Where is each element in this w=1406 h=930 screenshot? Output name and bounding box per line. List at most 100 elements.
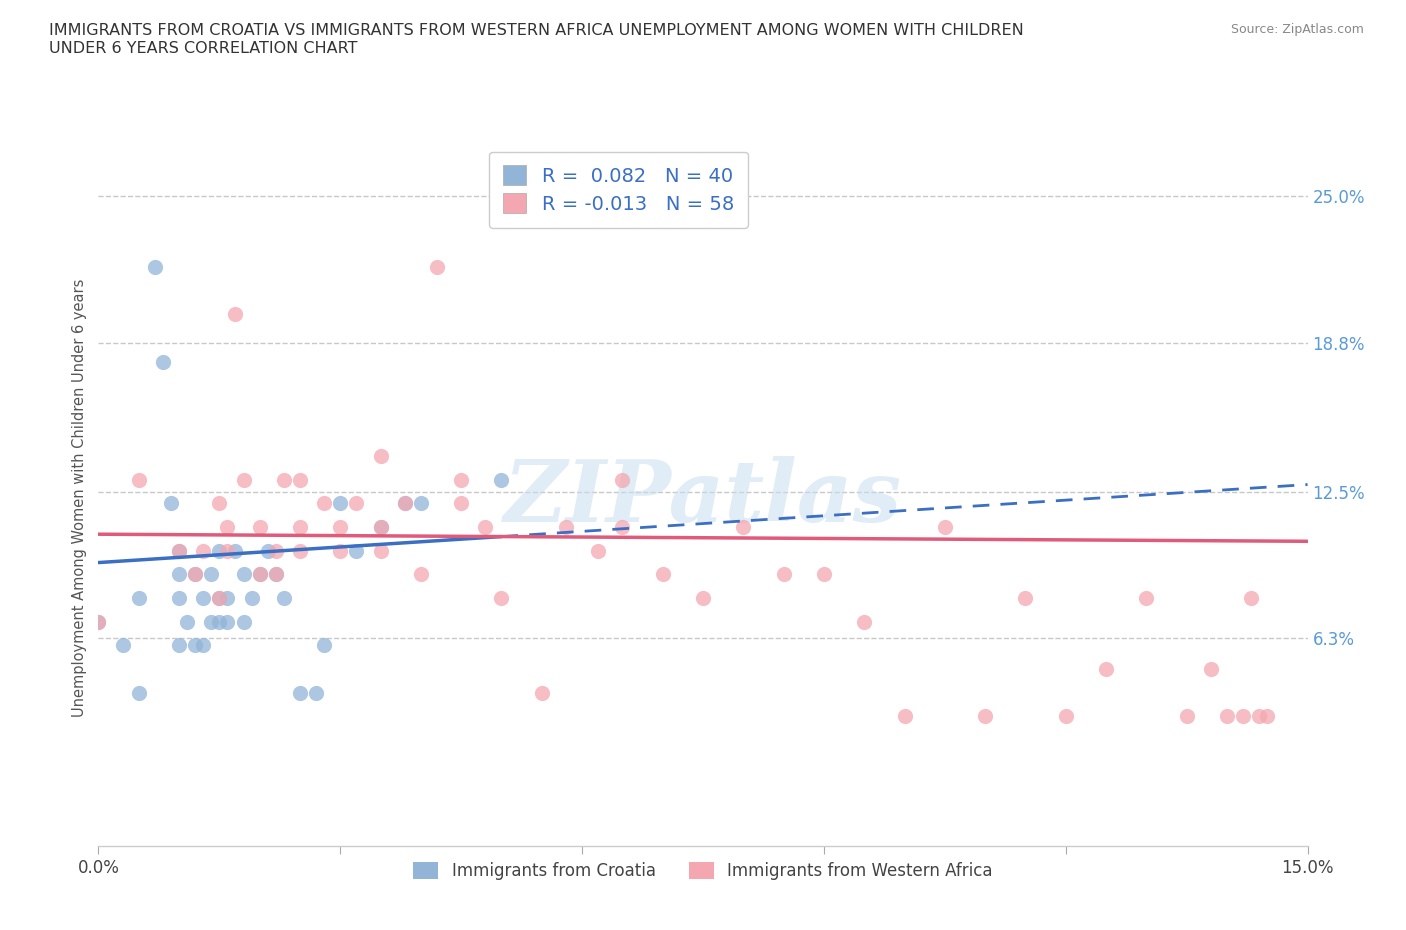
- Immigrants from Croatia: [305, 685, 328, 700]
- Immigrants from Croatia: [264, 567, 287, 582]
- Immigrants from Western Africa: [450, 496, 472, 511]
- Immigrants from Western Africa: [264, 567, 287, 582]
- Immigrants from Croatia: [273, 591, 295, 605]
- Immigrants from Croatia: [143, 259, 166, 274]
- Immigrants from Western Africa: [208, 496, 231, 511]
- Y-axis label: Unemployment Among Women with Children Under 6 years: Unemployment Among Women with Children U…: [72, 278, 87, 717]
- Immigrants from Croatia: [208, 614, 231, 629]
- Immigrants from Western Africa: [1199, 661, 1222, 676]
- Immigrants from Western Africa: [474, 520, 496, 535]
- Immigrants from Croatia: [232, 567, 254, 582]
- Immigrants from Western Africa: [1135, 591, 1157, 605]
- Immigrants from Western Africa: [344, 496, 367, 511]
- Immigrants from Western Africa: [288, 543, 311, 558]
- Immigrants from Western Africa: [530, 685, 553, 700]
- Immigrants from Western Africa: [612, 472, 634, 487]
- Immigrants from Croatia: [193, 638, 215, 653]
- Immigrants from Croatia: [176, 614, 198, 629]
- Immigrants from Western Africa: [264, 543, 287, 558]
- Immigrants from Croatia: [224, 543, 246, 558]
- Immigrants from Croatia: [152, 354, 174, 369]
- Immigrants from Western Africa: [217, 520, 239, 535]
- Text: ZIPatlas: ZIPatlas: [503, 456, 903, 539]
- Immigrants from Croatia: [184, 567, 207, 582]
- Immigrants from Western Africa: [273, 472, 295, 487]
- Immigrants from Western Africa: [87, 614, 110, 629]
- Immigrants from Western Africa: [555, 520, 578, 535]
- Immigrants from Croatia: [167, 638, 190, 653]
- Immigrants from Croatia: [167, 591, 190, 605]
- Immigrants from Croatia: [167, 567, 190, 582]
- Immigrants from Western Africa: [692, 591, 714, 605]
- Immigrants from Western Africa: [651, 567, 673, 582]
- Immigrants from Croatia: [491, 472, 513, 487]
- Immigrants from Croatia: [200, 614, 222, 629]
- Immigrants from Western Africa: [370, 543, 392, 558]
- Immigrants from Croatia: [240, 591, 263, 605]
- Immigrants from Western Africa: [184, 567, 207, 582]
- Immigrants from Croatia: [217, 591, 239, 605]
- Immigrants from Western Africa: [249, 567, 271, 582]
- Immigrants from Croatia: [344, 543, 367, 558]
- Immigrants from Western Africa: [1014, 591, 1036, 605]
- Immigrants from Western Africa: [217, 543, 239, 558]
- Immigrants from Western Africa: [1249, 709, 1271, 724]
- Immigrants from Croatia: [167, 543, 190, 558]
- Immigrants from Croatia: [370, 520, 392, 535]
- Immigrants from Croatia: [409, 496, 432, 511]
- Immigrants from Western Africa: [934, 520, 956, 535]
- Immigrants from Western Africa: [249, 520, 271, 535]
- Immigrants from Western Africa: [329, 543, 352, 558]
- Immigrants from Western Africa: [409, 567, 432, 582]
- Text: IMMIGRANTS FROM CROATIA VS IMMIGRANTS FROM WESTERN AFRICA UNEMPLOYMENT AMONG WOM: IMMIGRANTS FROM CROATIA VS IMMIGRANTS FR…: [49, 23, 1024, 56]
- Immigrants from Western Africa: [612, 520, 634, 535]
- Immigrants from Croatia: [128, 591, 150, 605]
- Immigrants from Western Africa: [193, 543, 215, 558]
- Immigrants from Croatia: [288, 685, 311, 700]
- Immigrants from Western Africa: [1232, 709, 1254, 724]
- Immigrants from Croatia: [193, 591, 215, 605]
- Immigrants from Western Africa: [733, 520, 755, 535]
- Immigrants from Croatia: [184, 638, 207, 653]
- Immigrants from Croatia: [160, 496, 183, 511]
- Immigrants from Western Africa: [1175, 709, 1198, 724]
- Immigrants from Western Africa: [491, 591, 513, 605]
- Immigrants from Croatia: [394, 496, 416, 511]
- Immigrants from Western Africa: [128, 472, 150, 487]
- Immigrants from Western Africa: [232, 472, 254, 487]
- Immigrants from Western Africa: [370, 520, 392, 535]
- Immigrants from Western Africa: [450, 472, 472, 487]
- Immigrants from Croatia: [128, 685, 150, 700]
- Immigrants from Western Africa: [1095, 661, 1118, 676]
- Immigrants from Croatia: [208, 543, 231, 558]
- Immigrants from Western Africa: [314, 496, 336, 511]
- Immigrants from Croatia: [111, 638, 134, 653]
- Immigrants from Western Africa: [893, 709, 915, 724]
- Immigrants from Croatia: [87, 614, 110, 629]
- Immigrants from Western Africa: [1240, 591, 1263, 605]
- Immigrants from Croatia: [256, 543, 278, 558]
- Immigrants from Croatia: [329, 496, 352, 511]
- Immigrants from Croatia: [208, 591, 231, 605]
- Immigrants from Croatia: [200, 567, 222, 582]
- Immigrants from Western Africa: [813, 567, 835, 582]
- Immigrants from Western Africa: [1216, 709, 1239, 724]
- Immigrants from Western Africa: [426, 259, 449, 274]
- Immigrants from Western Africa: [288, 472, 311, 487]
- Immigrants from Western Africa: [586, 543, 609, 558]
- Immigrants from Croatia: [249, 567, 271, 582]
- Immigrants from Croatia: [217, 614, 239, 629]
- Immigrants from Western Africa: [224, 307, 246, 322]
- Immigrants from Western Africa: [1054, 709, 1077, 724]
- Immigrants from Western Africa: [772, 567, 794, 582]
- Immigrants from Western Africa: [208, 591, 231, 605]
- Immigrants from Western Africa: [853, 614, 876, 629]
- Immigrants from Western Africa: [1256, 709, 1278, 724]
- Immigrants from Western Africa: [974, 709, 997, 724]
- Legend: Immigrants from Croatia, Immigrants from Western Africa: Immigrants from Croatia, Immigrants from…: [406, 856, 1000, 887]
- Immigrants from Western Africa: [370, 449, 392, 464]
- Immigrants from Western Africa: [394, 496, 416, 511]
- Immigrants from Western Africa: [288, 520, 311, 535]
- Immigrants from Croatia: [232, 614, 254, 629]
- Immigrants from Western Africa: [329, 520, 352, 535]
